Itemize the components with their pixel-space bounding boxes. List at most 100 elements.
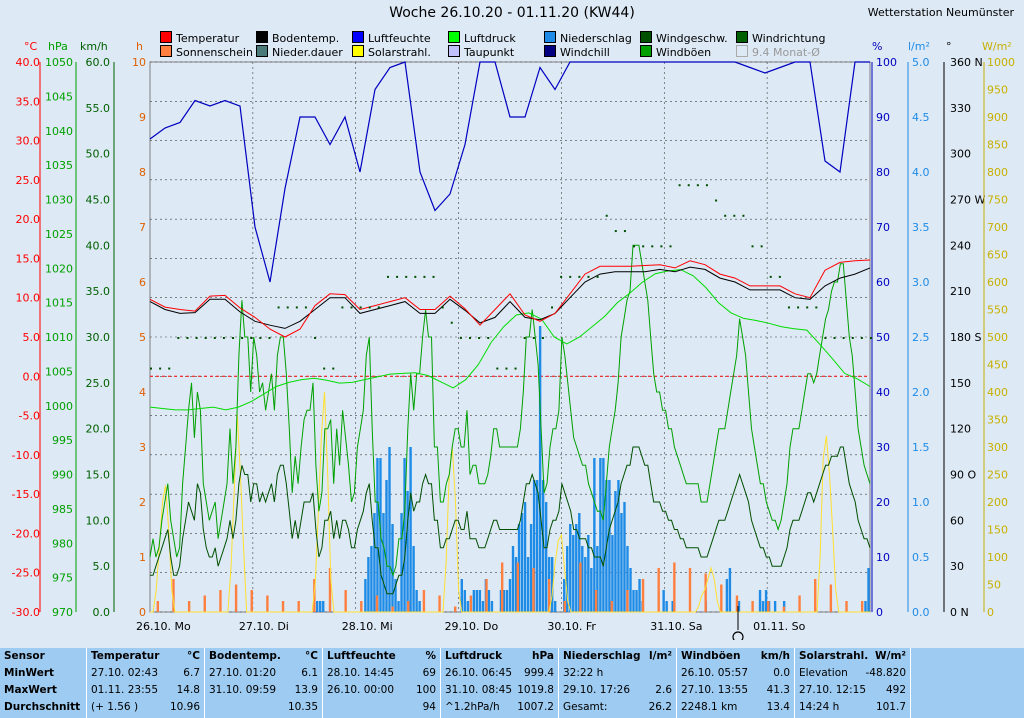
dot-windrichtung [195, 337, 198, 339]
bar-sonnenschein [250, 590, 253, 612]
dot-windrichtung [377, 306, 380, 309]
legend-item: Sonnenschein [160, 45, 253, 59]
y-tick-dir: 60 [950, 514, 964, 527]
legend-label: Solarstrahl. [368, 46, 431, 59]
stats-cell-value: 1019.8 [517, 684, 554, 696]
legend-item: Temperatur [160, 31, 239, 45]
dot-windrichtung [368, 306, 371, 309]
stats-cell-label: 26.10. 05:57 [681, 667, 748, 679]
y-tick-solar: 750 [987, 194, 1008, 207]
stats-column: Windböen km/h 26.10. 05:57 0.0 27.10. 13:55 4… [677, 648, 795, 718]
stats-cell-label: 28.10. 14:45 [327, 667, 394, 679]
dot-windrichtung [560, 275, 563, 278]
dot-windrichtung [341, 306, 344, 309]
dot-windrichtung [551, 306, 554, 309]
bar-sonnenschein [266, 595, 269, 612]
bar-niederschlag [520, 513, 524, 612]
dot-windrichtung [168, 367, 171, 370]
bar-niederschlag [403, 458, 406, 612]
dot-windrichtung [177, 337, 180, 339]
stats-row: 31.10. 09:59 13.9 [205, 682, 322, 699]
bar-niederschlag [590, 568, 593, 612]
y-tick-rain: 1.0 [912, 496, 930, 509]
stats-cell-label: (+ 1.56 ) [91, 701, 139, 713]
stats-header: Windböen km/h [677, 648, 794, 665]
bar-sonnenschein [610, 601, 613, 612]
stats-header-name: Luftdruck [445, 650, 503, 662]
y-tick-wind: 55.0 [86, 102, 111, 115]
bar-sonnenschein [469, 595, 473, 612]
dot-windrichtung [669, 245, 672, 248]
legend-label: Sonnenschein [176, 46, 253, 59]
y-tick-solar: 150 [987, 524, 1008, 537]
bar-sonnenschein [657, 568, 660, 612]
x-tick-label: 26.10. Mo [136, 620, 191, 633]
bar-niederschlag [599, 458, 602, 612]
y-tick-temp: 20.0 [16, 213, 41, 226]
stats-cell-label: 31.10. 08:45 [445, 684, 512, 696]
dot-windrichtung [678, 184, 681, 187]
dot-windrichtung [268, 337, 271, 339]
legend-swatch [352, 45, 364, 57]
dot-windrichtung [860, 337, 863, 339]
bar-sonnenschein [360, 601, 363, 612]
bar-niederschlag [608, 480, 611, 612]
bar-niederschlag [575, 524, 578, 612]
stats-header-name: Windböen [681, 650, 741, 662]
bar-niederschlag [322, 601, 325, 612]
bar-niederschlag [629, 568, 632, 612]
bar-niederschlag [569, 524, 572, 612]
stats-cell-value: 100 [415, 684, 436, 696]
dot-windrichtung [815, 306, 818, 309]
bar-sonnenschein [860, 601, 864, 612]
dot-windrichtung [532, 337, 535, 339]
y-tick-temp: -10.0 [12, 449, 40, 462]
y-tick-wind: 50.0 [86, 148, 111, 161]
dot-windrichtung [259, 337, 262, 339]
stats-row: 26.10. 00:00 100 [323, 682, 440, 699]
stats-row: Elevation -48.820 [795, 665, 910, 682]
y-tick-hours: 3 [139, 441, 146, 454]
y-tick-hours: 4 [139, 386, 146, 399]
y-tick-press: 985 [52, 503, 73, 516]
stats-header: Niederschlag l/m² [559, 648, 676, 665]
stats-header-unit: W/m² [875, 650, 906, 662]
dot-windrichtung [760, 245, 763, 248]
dot-windrichtung [842, 337, 845, 339]
y-tick-dir: 180 S [950, 331, 981, 344]
legend-item: Windgeschw. [640, 31, 728, 45]
dot-windrichtung [441, 306, 444, 309]
dot-windrichtung [824, 337, 827, 339]
bar-niederschlag [490, 601, 494, 612]
y-tick-rain: 2.0 [912, 386, 930, 399]
axis-unit-label: W/m² [982, 40, 1012, 53]
dot-windrichtung [487, 337, 490, 339]
label-min: MinWert [4, 667, 55, 679]
dot-windrichtung [569, 275, 572, 278]
stats-cell-value: -48.820 [865, 667, 906, 679]
y-tick-solar: 850 [987, 139, 1008, 152]
bar-sonnenschein [829, 584, 833, 612]
bar-sonnenschein [438, 595, 441, 612]
legend-item: Windrichtung [736, 31, 825, 45]
bar-sonnenschein [579, 562, 582, 612]
dot-windrichtung [614, 230, 617, 233]
y-tick-temp: 5.0 [23, 331, 41, 344]
legend-swatch [256, 31, 268, 43]
axis-unit-label: km/h [80, 40, 108, 53]
dot-windrichtung [350, 306, 353, 309]
bar-niederschlag [406, 491, 409, 612]
bar-sonnenschein [735, 595, 739, 612]
line-bodentemp. [149, 266, 871, 329]
y-tick-rain: 3.5 [912, 221, 930, 234]
dot-windrichtung [769, 275, 772, 278]
bar-niederschlag [566, 546, 569, 612]
stats-header: Solarstrahl. W/m² [795, 648, 910, 665]
bar-sonnenschein [234, 584, 238, 612]
bar-sonnenschein [172, 579, 175, 612]
legend-label: Windgeschw. [656, 32, 728, 45]
y-tick-solar: 500 [987, 331, 1008, 344]
bar-niederschlag [394, 579, 397, 612]
bar-niederschlag [553, 601, 557, 612]
y-tick-solar: 1000 [987, 56, 1015, 69]
